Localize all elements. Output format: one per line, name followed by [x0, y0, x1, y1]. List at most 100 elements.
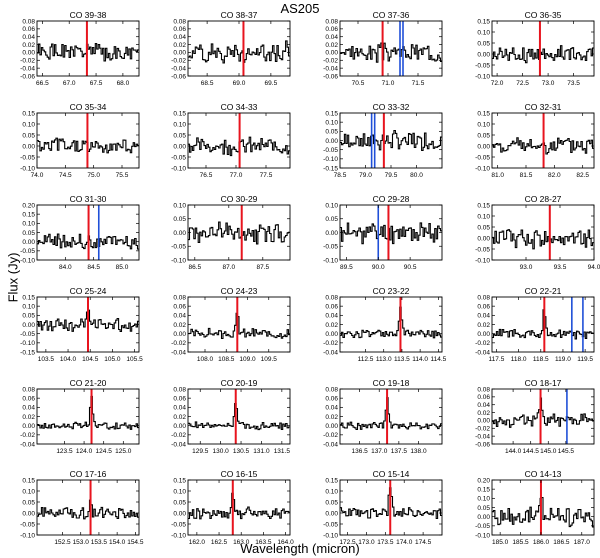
y-tick-label: -0.02 — [171, 432, 186, 439]
panel-title: CO 35-34 — [70, 102, 107, 112]
x-tick-label: 93.0 — [520, 264, 533, 271]
x-tick-label: 104.5 — [82, 356, 99, 363]
x-tick-label: 80.0 — [410, 172, 423, 179]
x-tick-label: 72.0 — [491, 80, 504, 87]
y-tick-label: -0.04 — [475, 349, 490, 356]
y-tick-label: -0.02 — [323, 58, 338, 65]
y-tick-label: 0.10 — [173, 488, 186, 495]
y-tick-label: 0.04 — [173, 313, 186, 320]
y-tick-label: 0.08 — [173, 386, 186, 393]
panel-co-29-28: CO 29-28 -0.10 -0.05 0.00 0.05 0.10 89.5 90.0 90… — [323, 194, 443, 271]
y-tick-label: -0.02 — [171, 340, 186, 347]
y-tick-label: 0.06 — [22, 26, 35, 33]
x-tick-label: 118.0 — [511, 356, 527, 363]
x-tick-label: 137.0 — [371, 448, 388, 455]
x-tick-label: 74.5 — [59, 172, 72, 179]
y-tick-label: -0.05 — [475, 523, 490, 530]
y-tick-label: 0.20 — [477, 477, 490, 484]
y-tick-label: 0.06 — [325, 26, 338, 33]
x-tick-label: 68.5 — [201, 80, 214, 87]
y-tick-label: 0.06 — [325, 395, 338, 402]
x-tick-label: 164.0 — [277, 539, 294, 546]
y-tick-label: -0.04 — [171, 65, 186, 72]
x-tick-label: 145.5 — [558, 448, 575, 455]
panel-title: CO 28-27 — [525, 194, 562, 204]
y-tick-label: -0.05 — [171, 244, 186, 251]
y-tick-label: 0.00 — [22, 322, 35, 329]
y-tick-label: 0.06 — [173, 303, 186, 310]
y-tick-label: 0.10 — [477, 29, 490, 36]
y-tick-label: 0.05 — [477, 224, 490, 231]
y-tick-label: -0.05 — [20, 521, 35, 528]
y-tick-label: 0.15 — [477, 486, 490, 493]
x-tick-label: 144.0 — [505, 448, 522, 455]
spectrum-line — [188, 40, 290, 64]
y-tick-label: -0.10 — [323, 532, 338, 539]
y-tick-label: 0.00 — [173, 331, 186, 338]
panel-co-24-23: CO 24-23 -0.04 -0.02 0.00 0.02 0.04 0.06 0.08 10… — [171, 286, 291, 363]
y-tick-label: 0.10 — [22, 488, 35, 495]
y-tick-label: -0.05 — [475, 154, 490, 161]
y-tick-label: -0.04 — [20, 65, 35, 72]
y-tick-label: 0.08 — [22, 386, 35, 393]
panel-title: CO 31-30 — [70, 194, 107, 204]
spectrum-line — [492, 496, 594, 528]
x-tick-label: 173.0 — [358, 539, 375, 546]
y-tick-label: 0.10 — [173, 202, 186, 209]
panel-co-14-13: CO 14-13 -0.10 -0.05 0.00 0.05 0.10 0.15 0.20 18… — [475, 469, 595, 546]
panel-frame — [187, 479, 291, 536]
x-tick-label: 78.5 — [334, 172, 347, 179]
y-tick-label: 0.05 — [477, 132, 490, 139]
y-tick-label: -0.05 — [323, 244, 338, 251]
x-tick-label: 109.0 — [239, 356, 256, 363]
y-tick-label: 0.05 — [325, 216, 338, 223]
y-tick-label: 0.06 — [173, 395, 186, 402]
panel-title: CO 23-22 — [373, 286, 410, 296]
spectrum-line — [492, 309, 594, 340]
x-tick-label: 70.5 — [352, 80, 365, 87]
x-tick-label: 87.5 — [256, 264, 269, 271]
panel-co-32-31: CO 32-31 -0.10 -0.05 0.00 0.05 0.10 0.15 81.0 81… — [475, 102, 595, 179]
y-tick-label: 0.15 — [325, 110, 338, 117]
y-tick-label: 0.05 — [173, 499, 186, 506]
x-tick-label: 112.5 — [358, 356, 374, 363]
y-tick-label: -0.06 — [475, 441, 490, 448]
y-tick-label: -0.05 — [20, 331, 35, 338]
x-tick-label: 68.0 — [117, 80, 130, 87]
y-tick-label: 0.10 — [22, 221, 35, 228]
y-tick-label: -0.02 — [20, 432, 35, 439]
y-tick-label: 0.15 — [477, 202, 490, 209]
y-tick-label: 0.00 — [22, 50, 35, 57]
y-tick-label: 0.02 — [22, 42, 35, 49]
x-tick-label: 108.5 — [218, 356, 235, 363]
y-tick-label: -0.02 — [323, 432, 338, 439]
x-tick-label: 173.5 — [377, 539, 394, 546]
x-tick-label: 81.0 — [491, 172, 504, 179]
y-tick-label: 0.08 — [325, 386, 338, 393]
panel-frame — [339, 479, 443, 536]
y-axis-label: Flux (Jy) — [5, 252, 21, 303]
x-tick-label: 144.5 — [523, 448, 540, 455]
y-tick-label: -0.05 — [171, 154, 186, 161]
spectrum-line — [37, 499, 139, 520]
x-tick-label: 67.0 — [63, 80, 76, 87]
y-tick-label: 0.00 — [477, 418, 490, 425]
y-tick-label: -0.06 — [20, 73, 35, 80]
y-tick-label: -0.10 — [171, 257, 186, 264]
y-tick-label: 0.08 — [325, 294, 338, 301]
y-tick-label: -0.15 — [323, 165, 338, 172]
y-tick-label: 0.00 — [477, 51, 490, 58]
panel-co-31-30: CO 31-30 -0.10 -0.05 0.00 0.05 0.10 0.15 0.20 84… — [20, 194, 140, 271]
y-tick-label: 0.00 — [477, 331, 490, 338]
x-tick-label: 138.0 — [410, 448, 427, 455]
x-tick-label: 87.0 — [222, 264, 235, 271]
y-tick-label: -0.04 — [323, 65, 338, 72]
y-tick-label: -0.10 — [475, 532, 490, 539]
panel-frame — [491, 112, 595, 169]
panel-co-21-20: CO 21-20 -0.04 -0.02 0.00 0.02 0.04 0.06 0.08 12… — [20, 378, 140, 455]
panel-co-25-24: CO 25-24 -0.15 -0.10 -0.05 0.00 0.05 0.10 0.15 1… — [20, 286, 143, 363]
y-tick-label: 0.04 — [325, 34, 338, 41]
x-tick-label: 81.5 — [520, 172, 533, 179]
panel-title: CO 17-16 — [70, 469, 107, 479]
y-tick-label: -0.04 — [20, 441, 35, 448]
